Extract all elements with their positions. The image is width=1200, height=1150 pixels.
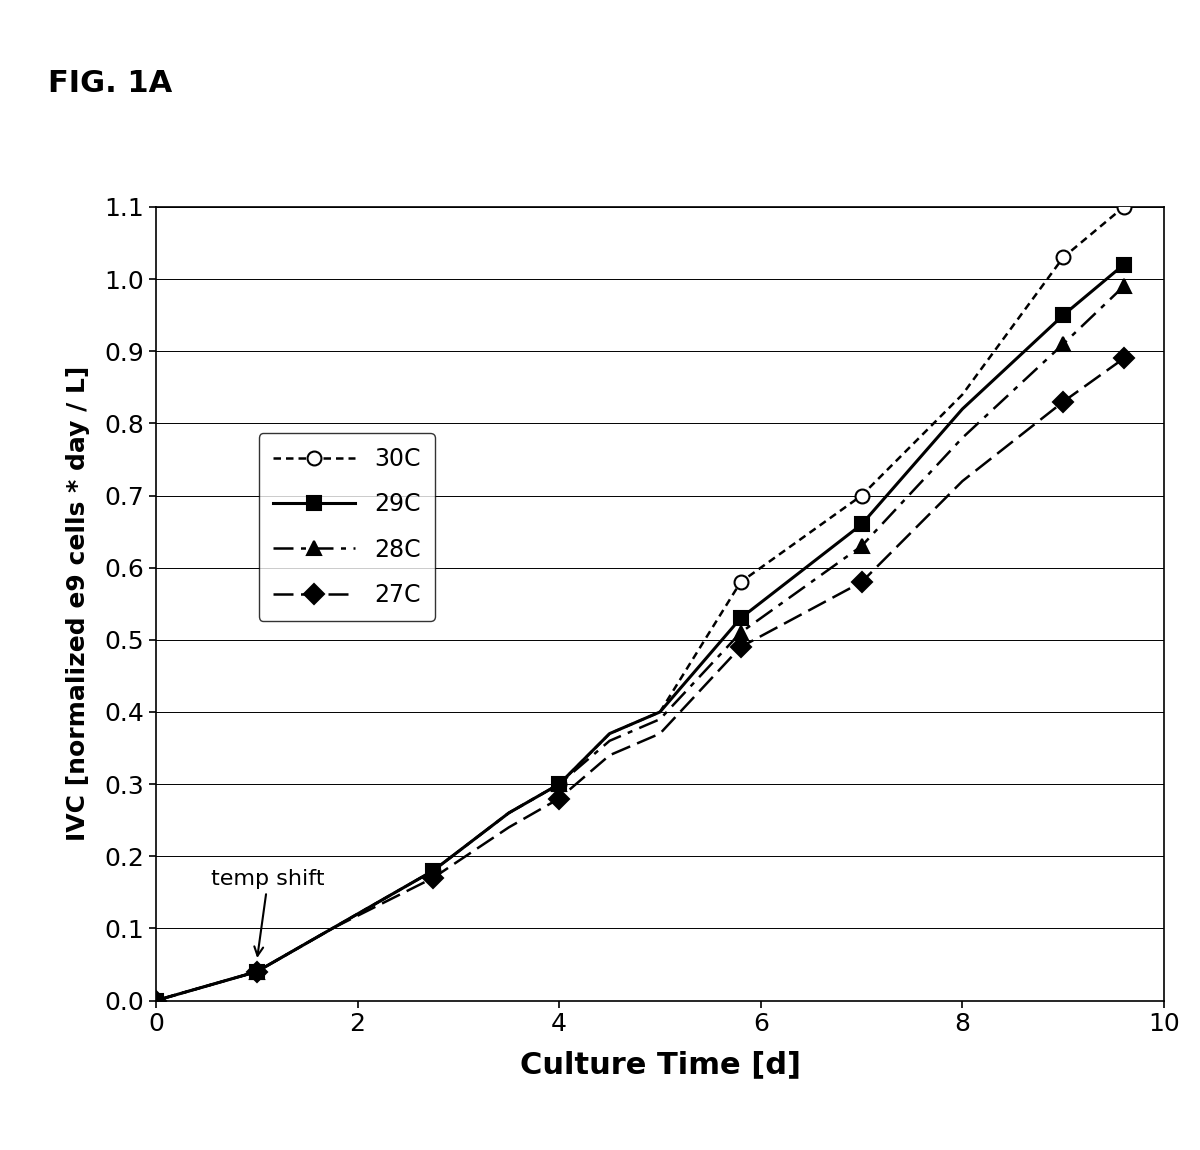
- Text: temp shift: temp shift: [211, 868, 325, 956]
- Text: FIG. 1A: FIG. 1A: [48, 69, 173, 98]
- Legend: 30C, 29C, 28C, 27C: 30C, 29C, 28C, 27C: [258, 434, 436, 621]
- Y-axis label: IVC [normalized e9 cells * day / L]: IVC [normalized e9 cells * day / L]: [66, 366, 90, 842]
- X-axis label: Culture Time [d]: Culture Time [d]: [520, 1050, 800, 1079]
